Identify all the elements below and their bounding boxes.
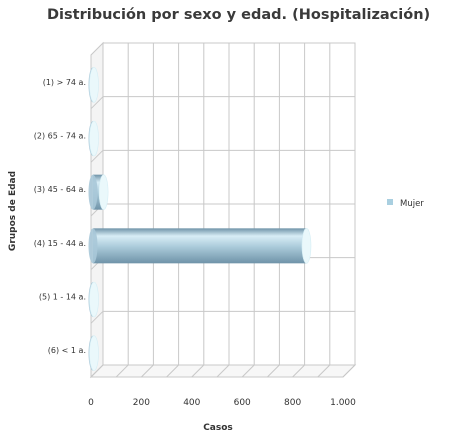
floor-gridline	[241, 364, 255, 378]
category-label: (2) 65 - 74 a.	[34, 132, 86, 141]
chart-grid	[89, 41, 357, 379]
category-label: (4) 15 - 44 a.	[34, 239, 86, 248]
x-tick-label: 200	[133, 398, 150, 408]
bar-end-cap	[98, 174, 109, 210]
x-tick-labels: 0 200 400 600 800 1.000	[88, 398, 356, 408]
bar	[88, 174, 109, 210]
bar-base-cap	[88, 174, 98, 210]
floor-gridline	[191, 364, 205, 378]
bar-end-cap	[301, 228, 312, 264]
floor-gridline-minor	[216, 364, 230, 378]
floor-gridline-minor	[317, 364, 331, 378]
category-labels: (1) > 74 a. (2) 65 - 74 a. (3) 45 - 64 a. (…	[34, 78, 86, 355]
floor-gridline	[292, 364, 305, 378]
floor-gridline-minor	[267, 364, 280, 378]
side-gridline	[90, 96, 104, 110]
x-tick-label: 1.000	[330, 398, 356, 408]
x-tick-label: 400	[183, 398, 200, 408]
category-label: (3) 45 - 64 a.	[34, 185, 86, 194]
category-label: (6) < 1 a.	[48, 346, 86, 355]
bar	[88, 120, 99, 157]
bar-base-cap	[88, 228, 98, 264]
legend: Mujer	[387, 199, 424, 209]
x-tick-label: 600	[234, 398, 251, 408]
y-axis-label: Grupos de Edad	[8, 171, 18, 251]
bar	[88, 335, 99, 371]
bar-end-cap	[89, 335, 99, 371]
floor-gridline	[342, 364, 356, 378]
x-tick-label: 0	[88, 398, 94, 408]
chart-bars	[88, 67, 312, 371]
bar-body	[93, 228, 307, 264]
legend-label: Mujer	[400, 199, 424, 209]
bar-body	[93, 174, 104, 210]
bar-end-cap	[89, 67, 99, 103]
legend-swatch	[387, 199, 393, 205]
side-gridline	[90, 310, 104, 324]
floor-gridline	[90, 364, 104, 378]
side-gridline	[90, 149, 104, 163]
bar	[88, 67, 99, 103]
category-label: (5) 1 - 14 a.	[39, 293, 86, 302]
x-axis-label: Casos	[203, 423, 233, 433]
category-label: (1) > 74 a.	[43, 78, 86, 87]
bar-end-cap	[89, 120, 99, 157]
floor-gridline	[141, 364, 154, 378]
bar	[88, 228, 312, 264]
chart-title: Distribución por sexo y edad. (Hospitali…	[47, 7, 430, 23]
bar	[88, 281, 99, 318]
bar-end-cap	[89, 281, 99, 318]
floor-gridline-minor	[115, 364, 129, 378]
floor-gridline-minor	[166, 364, 179, 378]
x-tick-label: 800	[284, 398, 301, 408]
